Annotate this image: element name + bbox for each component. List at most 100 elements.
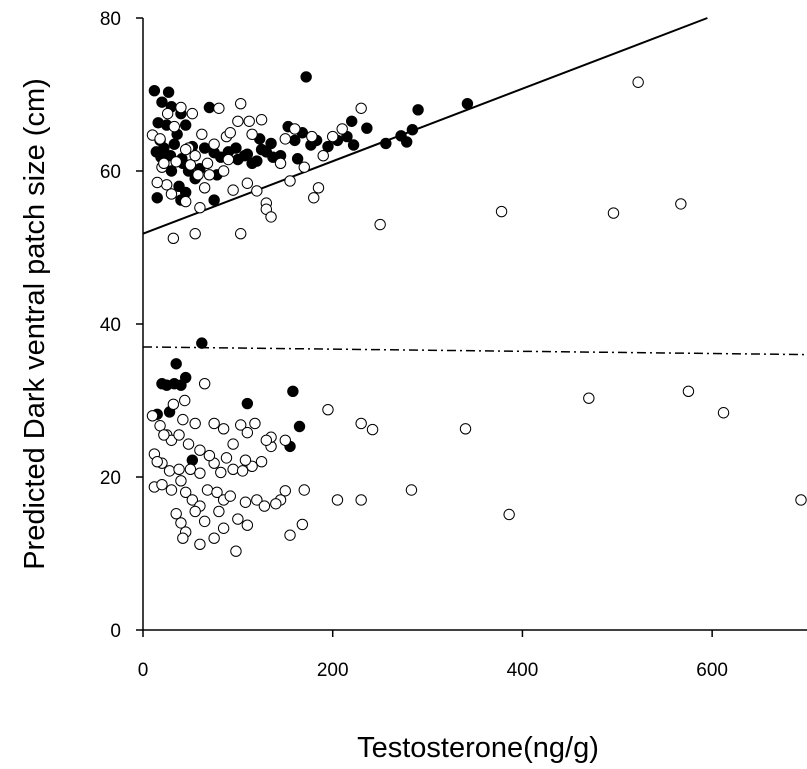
filled-data-point [361, 122, 373, 134]
y-tick-label: 20 [100, 468, 121, 489]
open-data-point [184, 159, 197, 171]
open-data-point [251, 494, 263, 506]
open-data-point [201, 157, 214, 170]
filled-data-point [293, 420, 306, 433]
open-data-point [179, 143, 192, 156]
open-data-point [336, 123, 348, 135]
open-data-point [235, 228, 247, 240]
open-data-point [405, 484, 418, 496]
open-data-point [208, 532, 220, 544]
open-data-point [331, 494, 344, 506]
open-data-point [255, 456, 268, 468]
open-data-point [241, 519, 254, 531]
open-data-point [296, 518, 309, 531]
open-data-point [258, 500, 271, 512]
open-data-point [220, 452, 233, 464]
filled-data-point [232, 153, 244, 166]
open-data-point [186, 494, 199, 506]
open-data-point [161, 107, 174, 120]
open-data-point [227, 463, 239, 476]
open-data-point [355, 494, 367, 506]
open-data-point [583, 392, 595, 404]
open-data-point [175, 475, 187, 487]
open-data-point [167, 232, 180, 245]
open-data-point [279, 434, 291, 446]
filled-data-point [406, 123, 419, 136]
filled-data-point [380, 137, 392, 150]
open-data-point [189, 150, 201, 162]
open-data-point [374, 218, 386, 231]
regression-line-dash-dot [142, 346, 807, 356]
x-tick-label: 600 [696, 660, 728, 681]
open-data-point [232, 115, 244, 127]
open-data-point [184, 463, 197, 476]
filled-data-point [165, 165, 178, 177]
x-tick-label: 200 [317, 660, 349, 681]
filled-data-point [198, 142, 211, 154]
open-data-point [177, 413, 189, 426]
filled-data-point [412, 104, 424, 116]
open-data-point [355, 102, 367, 114]
filled-data-point [175, 379, 187, 391]
open-data-point [203, 169, 216, 181]
open-data-point [230, 545, 242, 557]
filled-data-point [170, 358, 182, 370]
open-data-point [717, 407, 730, 419]
open-data-point [265, 211, 277, 223]
filled-data-point [291, 153, 304, 165]
open-data-point [182, 438, 195, 450]
filled-data-point [156, 96, 168, 108]
open-data-point [306, 130, 318, 143]
open-data-point [179, 486, 192, 498]
filled-data-point [151, 192, 163, 204]
open-data-point [168, 120, 181, 133]
open-data-point [154, 133, 166, 145]
filled-data-point [179, 119, 192, 131]
open-data-point [194, 444, 206, 456]
open-data-point [194, 202, 206, 214]
open-data-point [241, 177, 254, 189]
open-data-point [222, 153, 235, 166]
open-data-point [213, 102, 225, 114]
open-data-point [189, 228, 201, 240]
open-data-point [201, 484, 214, 496]
open-data-point [607, 207, 620, 219]
open-data-point [241, 426, 254, 439]
open-data-point [279, 133, 291, 145]
open-data-point [251, 185, 263, 197]
open-data-point [298, 484, 310, 496]
open-data-point [213, 505, 225, 518]
open-data-point [289, 123, 301, 135]
open-data-point [260, 434, 273, 446]
open-data-point [232, 513, 244, 525]
open-data-point [235, 97, 247, 110]
y-tick-label: 60 [100, 162, 121, 183]
open-data-point [165, 484, 178, 496]
open-data-point [317, 150, 329, 162]
open-data-point [459, 423, 472, 435]
x-tick-label: 0 [138, 660, 149, 681]
filled-data-point [461, 97, 474, 110]
open-data-point [243, 115, 255, 127]
open-data-point [224, 490, 236, 502]
open-data-point [795, 494, 807, 506]
open-data-point [151, 176, 163, 189]
open-data-point [217, 165, 230, 177]
open-data-point [284, 175, 296, 187]
open-data-point [227, 438, 239, 450]
open-data-point [355, 417, 367, 430]
filled-data-point [196, 337, 208, 349]
filled-data-point [168, 138, 181, 150]
x-tick-label: 400 [507, 660, 539, 681]
open-data-point [279, 485, 291, 497]
open-data-point [146, 410, 159, 422]
open-data-point [189, 505, 201, 518]
data-points [146, 71, 807, 557]
open-data-point [270, 498, 282, 510]
open-data-point [196, 128, 208, 140]
open-data-point [366, 423, 379, 436]
regression-line-solid [142, 17, 708, 235]
filled-data-point [401, 136, 413, 148]
filled-data-point [208, 194, 220, 206]
